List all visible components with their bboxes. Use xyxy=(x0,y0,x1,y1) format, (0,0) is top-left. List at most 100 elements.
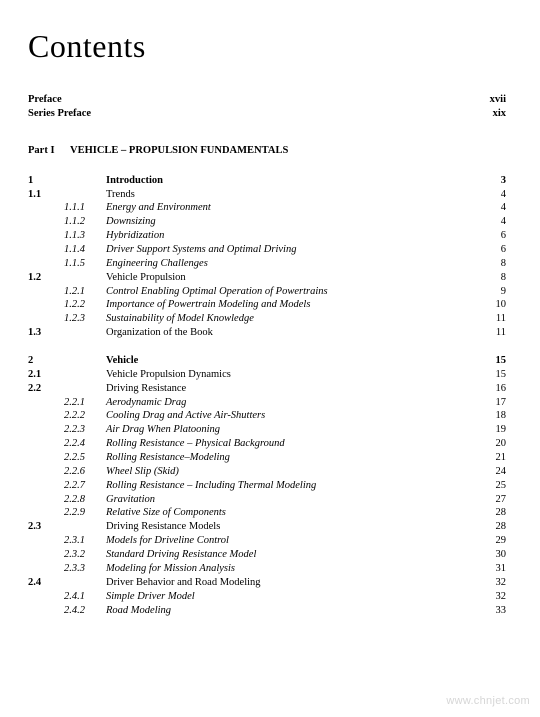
toc-row: 2.1Vehicle Propulsion Dynamics15 xyxy=(28,368,506,382)
toc-row: 1.2.1Control Enabling Optimal Operation … xyxy=(28,285,506,299)
toc-row: 1.1.5Engineering Challenges8 xyxy=(28,257,506,271)
toc-row: 2.2.3Air Drag When Platooning19 xyxy=(28,423,506,437)
toc-num: 1 xyxy=(28,174,64,188)
watermark: www.chnjet.com xyxy=(446,695,530,707)
toc-page: 24 xyxy=(478,465,506,479)
toc-text: Organization of the Book xyxy=(106,326,478,340)
toc-page: 33 xyxy=(478,604,506,618)
toc-row: 2Vehicle15 xyxy=(28,354,506,368)
toc-text: Rolling Resistance – Including Thermal M… xyxy=(106,479,478,493)
toc-text: Trends xyxy=(106,188,478,202)
toc-page: 4 xyxy=(478,188,506,202)
toc-row: 1.1.1Energy and Environment4 xyxy=(28,201,506,215)
toc-text: Air Drag When Platooning xyxy=(106,423,478,437)
toc-page: 9 xyxy=(478,285,506,299)
toc-page: 19 xyxy=(478,423,506,437)
toc-page: 8 xyxy=(478,271,506,285)
toc-subnum: 2.2.7 xyxy=(64,479,106,493)
toc-text: Vehicle Propulsion xyxy=(106,271,478,285)
toc-row: 2.2.7Rolling Resistance – Including Ther… xyxy=(28,479,506,493)
toc-page: 29 xyxy=(478,534,506,548)
toc-page: 28 xyxy=(478,506,506,520)
toc-text: Driver Behavior and Road Modeling xyxy=(106,576,478,590)
toc-subnum: 1.1.1 xyxy=(64,201,106,215)
toc-row: 1.1Trends4 xyxy=(28,188,506,202)
preface-row: Preface xvii xyxy=(28,93,506,107)
toc-subnum: 2.4.2 xyxy=(64,604,106,618)
part-label: Part I xyxy=(28,145,70,156)
toc-subnum: 2.3.2 xyxy=(64,548,106,562)
toc-subnum: 1.2.1 xyxy=(64,285,106,299)
toc-page: 21 xyxy=(478,451,506,465)
toc-text: Downsizing xyxy=(106,215,478,229)
toc-subnum: 1.2.2 xyxy=(64,298,106,312)
toc-page: 32 xyxy=(478,576,506,590)
toc-subnum: 2.2.9 xyxy=(64,506,106,520)
toc-text: Driver Support Systems and Optimal Drivi… xyxy=(106,243,478,257)
toc-page: 16 xyxy=(478,382,506,396)
toc-page: 4 xyxy=(478,201,506,215)
toc-page: 4 xyxy=(478,215,506,229)
toc-num: 2.2 xyxy=(28,382,64,396)
toc-text: Importance of Powertrain Modeling and Mo… xyxy=(106,298,478,312)
toc-subnum: 1.1.5 xyxy=(64,257,106,271)
toc-row: 2.2.8Gravitation27 xyxy=(28,493,506,507)
preface-page: xvii xyxy=(478,93,506,107)
preface-block: Preface xvii Series Preface xix xyxy=(28,93,506,121)
toc-row: 2.3.2Standard Driving Resistance Model30 xyxy=(28,548,506,562)
toc-text: Relative Size of Components xyxy=(106,506,478,520)
toc-text: Hybridization xyxy=(106,229,478,243)
toc-page: 11 xyxy=(478,312,506,326)
toc-row: 1.2.3Sustainability of Model Knowledge11 xyxy=(28,312,506,326)
toc-page: 27 xyxy=(478,493,506,507)
toc-text: Wheel Slip (Skid) xyxy=(106,465,478,479)
toc-num: 1.2 xyxy=(28,271,64,285)
toc-row: 1.2.2Importance of Powertrain Modeling a… xyxy=(28,298,506,312)
toc-subnum: 2.2.6 xyxy=(64,465,106,479)
toc-text: Control Enabling Optimal Operation of Po… xyxy=(106,285,478,299)
toc-subnum: 1.1.2 xyxy=(64,215,106,229)
toc-text: Models for Driveline Control xyxy=(106,534,478,548)
toc-row: 2.2.5Rolling Resistance–Modeling21 xyxy=(28,451,506,465)
toc-row: 1.1.3Hybridization6 xyxy=(28,229,506,243)
toc-subnum: 2.2.4 xyxy=(64,437,106,451)
toc-page: 25 xyxy=(478,479,506,493)
toc-row: 1.2 Vehicle Propulsion8 xyxy=(28,271,506,285)
toc-page: 30 xyxy=(478,548,506,562)
toc-row: 1.3Organization of the Book11 xyxy=(28,326,506,340)
toc-text: Simple Driver Model xyxy=(106,590,478,604)
contents-title: Contents xyxy=(28,28,506,65)
toc-row: 2.3Driving Resistance Models28 xyxy=(28,520,506,534)
toc-page: 3 xyxy=(478,174,506,188)
toc-page: 17 xyxy=(478,396,506,410)
preface-row: Series Preface xix xyxy=(28,107,506,121)
toc-text: Vehicle Propulsion Dynamics xyxy=(106,368,478,382)
toc-num: 2 xyxy=(28,354,64,368)
toc-text: Standard Driving Resistance Model xyxy=(106,548,478,562)
toc-body: 1 Introduction31.1Trends41.1.1Energy and … xyxy=(28,174,506,618)
toc-text: Gravitation xyxy=(106,493,478,507)
toc-num: 2.3 xyxy=(28,520,64,534)
toc-text: Introduction xyxy=(106,174,478,188)
toc-text: Energy and Environment xyxy=(106,201,478,215)
toc-row: 2.2.2Cooling Drag and Active Air-Shutter… xyxy=(28,409,506,423)
toc-row: 2.4.2Road Modeling33 xyxy=(28,604,506,618)
toc-row: 2.4Driver Behavior and Road Modeling32 xyxy=(28,576,506,590)
toc-page: 10 xyxy=(478,298,506,312)
toc-subnum: 1.1.3 xyxy=(64,229,106,243)
toc-row: 2.2.6Wheel Slip (Skid)24 xyxy=(28,465,506,479)
toc-subnum: 2.2.8 xyxy=(64,493,106,507)
toc-text: Vehicle xyxy=(106,354,478,368)
toc-subnum: 2.2.1 xyxy=(64,396,106,410)
toc-text: Rolling Resistance–Modeling xyxy=(106,451,478,465)
series-preface-label: Series Preface xyxy=(28,107,478,121)
toc-page: 8 xyxy=(478,257,506,271)
toc-subnum: 2.2.2 xyxy=(64,409,106,423)
preface-label: Preface xyxy=(28,93,478,107)
toc-row: 2.3.3Modeling for Mission Analysis31 xyxy=(28,562,506,576)
toc-num: 2.1 xyxy=(28,368,64,382)
toc-num: 1.3 xyxy=(28,326,64,340)
toc-subnum: 2.3.3 xyxy=(64,562,106,576)
toc-page: 31 xyxy=(478,562,506,576)
toc-subnum: 2.2.3 xyxy=(64,423,106,437)
